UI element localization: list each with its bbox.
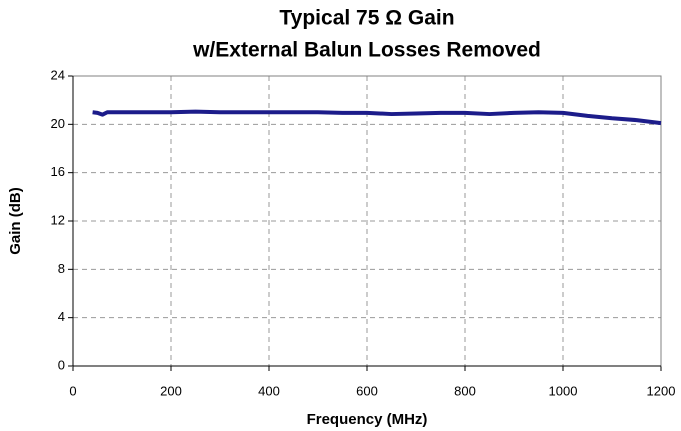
y-tick-label: 4 (58, 309, 65, 324)
y-tick-label: 20 (51, 116, 65, 131)
y-tick-label: 24 (51, 67, 65, 82)
y-tick-label: 16 (51, 164, 65, 179)
data-line (92, 109, 662, 126)
chart-title: w/External Balun Losses Removed (192, 39, 541, 62)
y-tick-label: 0 (58, 357, 65, 372)
y-tick-label: 12 (51, 212, 65, 227)
x-tick-label: 0 (69, 383, 76, 398)
chart-title: Typical 75 Ω Gain (279, 7, 454, 30)
y-axis-label: Gain (dB) (7, 187, 24, 255)
x-tick-label: 400 (258, 383, 280, 398)
x-axis-label: Frequency (MHz) (307, 411, 428, 428)
x-tick-label: 1200 (647, 383, 676, 398)
x-tick-label: 200 (160, 383, 182, 398)
y-tick-label: 8 (58, 261, 65, 276)
x-tick-label: 1000 (549, 383, 578, 398)
x-tick-label: 600 (356, 383, 378, 398)
x-tick-label: 800 (454, 383, 476, 398)
